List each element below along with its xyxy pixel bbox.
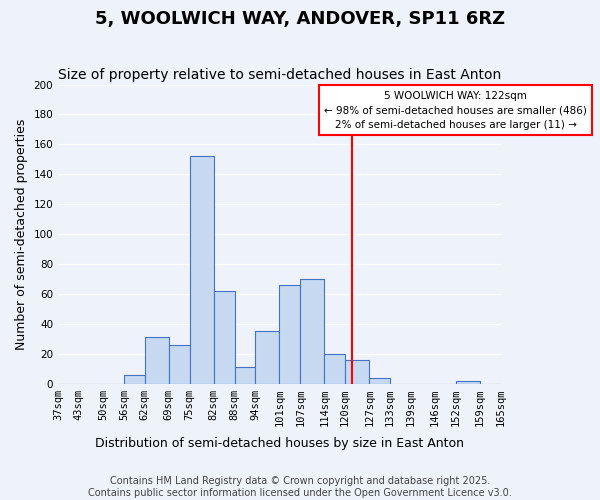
Bar	[280, 285, 300, 384]
Bar	[345, 360, 370, 384]
Bar	[456, 380, 480, 384]
Bar	[145, 337, 169, 384]
Title: Size of property relative to semi-detached houses in East Anton: Size of property relative to semi-detach…	[58, 68, 501, 82]
Bar	[235, 367, 255, 384]
Bar	[255, 331, 280, 384]
Text: 5, WOOLWICH WAY, ANDOVER, SP11 6RZ: 5, WOOLWICH WAY, ANDOVER, SP11 6RZ	[95, 10, 505, 28]
Bar	[370, 378, 390, 384]
Bar	[169, 344, 190, 384]
Bar	[124, 374, 145, 384]
Bar	[214, 291, 235, 384]
Text: Contains HM Land Registry data © Crown copyright and database right 2025.
Contai: Contains HM Land Registry data © Crown c…	[88, 476, 512, 498]
X-axis label: Distribution of semi-detached houses by size in East Anton: Distribution of semi-detached houses by …	[95, 437, 464, 450]
Bar	[190, 156, 214, 384]
Y-axis label: Number of semi-detached properties: Number of semi-detached properties	[15, 118, 28, 350]
Bar	[300, 279, 325, 384]
Bar	[325, 354, 345, 384]
Text: 5 WOOLWICH WAY: 122sqm
← 98% of semi-detached houses are smaller (486)
2% of sem: 5 WOOLWICH WAY: 122sqm ← 98% of semi-det…	[325, 90, 587, 130]
